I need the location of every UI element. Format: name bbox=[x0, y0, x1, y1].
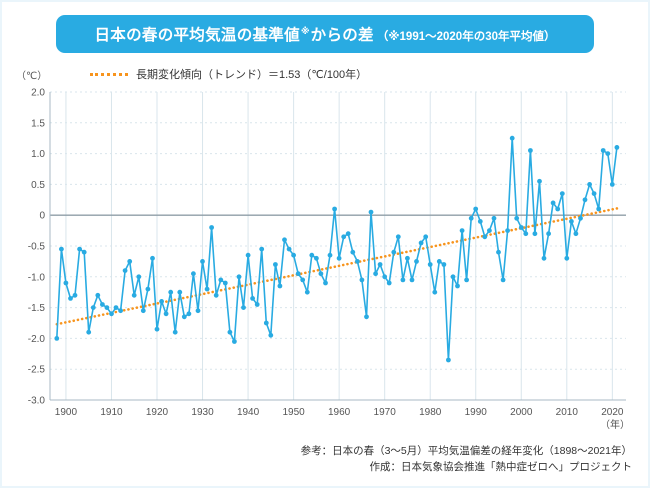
y-axis-unit-label: （℃） bbox=[16, 70, 48, 82]
svg-text:-1.0: -1.0 bbox=[28, 272, 46, 283]
svg-text:-2.0: -2.0 bbox=[28, 334, 46, 345]
svg-text:1980: 1980 bbox=[419, 407, 442, 418]
svg-text:1.0: 1.0 bbox=[31, 149, 45, 160]
title-banner: 日本の春の平均気温の基準値※からの差 （※1991〜2020年の30年平均値） bbox=[56, 15, 594, 53]
title-main: 日本の春の平均気温の基準値 bbox=[94, 27, 300, 44]
trend-legend: 長期変化傾向（トレンド）＝1.53（℃/100年） bbox=[90, 66, 367, 82]
title-reference-mark: ※ bbox=[300, 25, 310, 36]
trend-legend-label: 長期変化傾向（トレンド）＝1.53（℃/100年） bbox=[136, 69, 368, 81]
chart-svg: 2.0 1.5 1.0 0.5 0 -0.5 -1.0 -1.5 -2.0 -2.5 -3.0 190… bbox=[28, 88, 630, 432]
legend-row: （℃） 長期変化傾向（トレンド）＝1.53（℃/100年） bbox=[16, 66, 648, 82]
svg-text:2000: 2000 bbox=[510, 407, 533, 418]
svg-text:1910: 1910 bbox=[100, 407, 123, 418]
svg-text:0.5: 0.5 bbox=[31, 180, 45, 191]
svg-text:1950: 1950 bbox=[282, 407, 305, 418]
svg-text:-1.5: -1.5 bbox=[28, 303, 46, 314]
svg-text:1990: 1990 bbox=[465, 407, 488, 418]
svg-text:1940: 1940 bbox=[237, 407, 260, 418]
svg-text:1970: 1970 bbox=[374, 407, 397, 418]
svg-text:0: 0 bbox=[39, 211, 45, 222]
svg-text:-2.5: -2.5 bbox=[28, 365, 46, 376]
svg-text:1960: 1960 bbox=[328, 407, 351, 418]
svg-text:2020: 2020 bbox=[601, 407, 624, 418]
title-tail: からの差 bbox=[310, 27, 374, 44]
credit-line: 作成：日本気象協会推進「熱中症ゼロへ」プロジェクト bbox=[369, 461, 633, 474]
svg-text:1900: 1900 bbox=[55, 407, 78, 418]
svg-text:2010: 2010 bbox=[556, 407, 579, 418]
title-note: （※1991〜2020年の30年平均値） bbox=[376, 31, 556, 43]
svg-text:2.0: 2.0 bbox=[31, 88, 45, 99]
svg-text:（年）: （年） bbox=[600, 418, 630, 431]
svg-text:-3.0: -3.0 bbox=[28, 396, 46, 407]
trend-dotted-line-swatch bbox=[90, 72, 128, 76]
svg-text:-0.5: -0.5 bbox=[28, 242, 46, 253]
page-title: 日本の春の平均気温の基準値※からの差 （※1991〜2020年の30年平均値） bbox=[95, 23, 556, 45]
svg-text:1.5: 1.5 bbox=[31, 118, 45, 129]
source-note: 参考：日本の春（3〜5月）平均気温偏差の経年変化（1898〜2021年） 作成：… bbox=[2, 443, 632, 476]
source-line: 参考：日本の春（3〜5月）平均気温偏差の経年変化（1898〜2021年） bbox=[300, 445, 632, 457]
svg-text:1920: 1920 bbox=[146, 407, 169, 418]
svg-text:1930: 1930 bbox=[191, 407, 214, 418]
